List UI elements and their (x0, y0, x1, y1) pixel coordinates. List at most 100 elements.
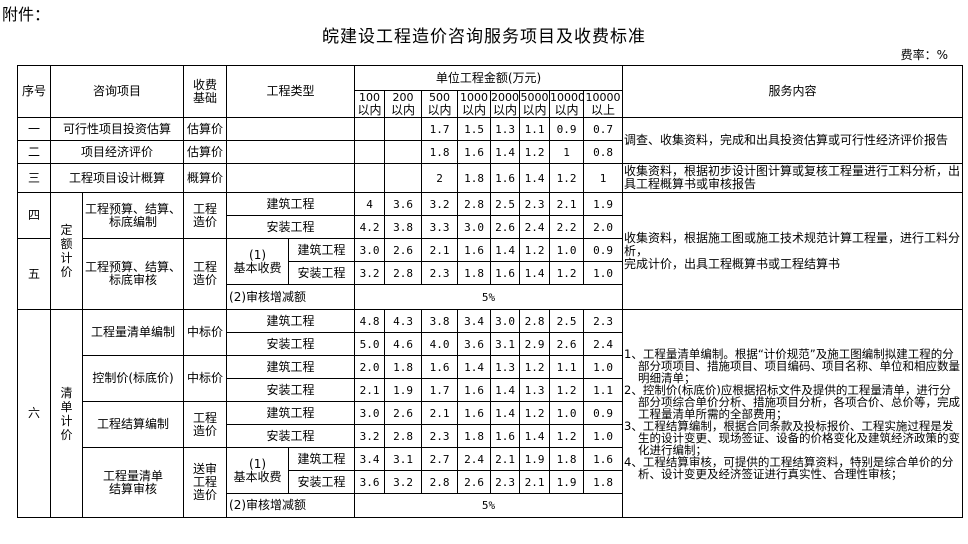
rate-cell: 1.8 (457, 261, 492, 285)
type-cell (226, 117, 356, 141)
type-cell: 安装工程 (288, 261, 356, 285)
rate-cell: 3.4 (457, 309, 492, 333)
rate-cell: 4.2 (354, 215, 386, 239)
basis-text: 工程造价 (193, 201, 218, 229)
rate-cell: 2.0 (354, 355, 386, 379)
rate-unit: 费率：% (900, 48, 948, 62)
type-cell: 建筑工程 (226, 401, 356, 425)
fee-standard-table: 序号 咨询项目 收费基础 工程类型 单位工程金额(万元) 服务内容 100 以内 2… (17, 65, 964, 518)
range-header-cell: 10000 以内 (549, 90, 585, 118)
range-top: 5000 (520, 91, 549, 104)
rate-cell: 0.9 (583, 401, 624, 425)
rate-cell: 1.6 (490, 261, 521, 285)
item-cell: 可行性项目投资估算 (49, 117, 185, 141)
basis-text: 工程造价 (193, 410, 218, 438)
range-header-cell: 1000 以内 (457, 90, 492, 118)
rate-cell: 1.8 (457, 163, 492, 193)
range-header-cell: 100 以内 (354, 90, 386, 118)
page-title: 皖建设工程造价咨询服务项目及收费标准 (322, 27, 646, 47)
rate-cell: 1 (549, 140, 585, 164)
header-row: 序号 咨询项目 收费基础 工程类型 单位工程金额(万元) 服务内容 (17, 65, 964, 118)
rate-cell: 3.1 (490, 332, 521, 356)
seq-cell: 四 (17, 192, 51, 239)
rate-cell: 1.7 (421, 378, 459, 402)
rate-cell (384, 163, 423, 193)
rate-cell: 4.6 (384, 332, 423, 356)
rate-cell: 2.4 (583, 332, 624, 356)
rate-cell: 1.6 (457, 401, 492, 425)
attachment-label: 附件： (2, 5, 51, 24)
range-bottom: 以内 (427, 103, 452, 117)
rate-cell: 2.8 (421, 470, 459, 494)
item-text: 工程预算、结算、标底编制 (85, 201, 182, 229)
type-cell: 安装工程 (226, 424, 356, 448)
rate-cell: 2.3 (583, 309, 624, 333)
rate-cell: 1.6 (490, 424, 521, 448)
range-bottom: 以上 (591, 103, 616, 117)
rate-cell: 1.0 (583, 355, 624, 379)
item-text: 工程量清单结算审核 (102, 468, 163, 496)
rate-cell: 1.6 (457, 378, 492, 402)
rate-cell: 1.6 (457, 238, 492, 262)
rate-cell: 2.6 (384, 238, 423, 262)
rate-cell: 2.3 (519, 192, 551, 216)
rate-cell: 2.3 (490, 470, 521, 494)
type-cell: 安装工程 (226, 215, 356, 239)
rate-cell: 1.2 (549, 261, 585, 285)
rate-cell: 1.9 (583, 192, 624, 216)
table-row: 四 定额计价 工程预算、结算、标底编制 工程造价 建筑工程 4 3.6 3.2 2.8… (17, 192, 964, 310)
rate-cell (354, 117, 386, 141)
rate-cell: 1.0 (549, 238, 585, 262)
type-cell (226, 140, 356, 164)
seq-cell: 六 (17, 309, 51, 518)
item-cell: 工程预算、结算、标底审核 (81, 238, 185, 310)
item-cell: 工程结算编制 (81, 401, 185, 448)
review-adjust-label: (2)审核增减额 (226, 493, 356, 518)
basic-fee-num: (1) (249, 456, 267, 471)
rate-cell: 3.2 (354, 424, 386, 448)
header-type: 工程类型 (226, 65, 356, 118)
service-line: 收集资料，根据施工图或施工技术规范计算工程量，进行工料分析， (624, 230, 961, 258)
rate-cell: 3.2 (354, 261, 386, 285)
rate-cell: 1.0 (583, 261, 624, 285)
table-row: (2)审核增减额 5% (18, 493, 963, 518)
table-row: 五 工程预算、结算、标底审核 工程造价 (1) 基本收费 建筑工程 3.0 2.6 2… (17, 238, 963, 310)
rate-cell: 2.0 (583, 215, 624, 239)
type-cell: 安装工程 (226, 378, 356, 402)
service-item: 4、工程结算审核，可提供的工程结算资料，特别是综合单价的分析、设计变更及经济签证… (624, 454, 954, 481)
rate-cell: 1.2 (519, 140, 551, 164)
rate-cell: 1.2 (549, 378, 585, 402)
table-row: 一 可行性项目投资估算 估算价 1.7 1.5 1.3 1.1 0.9 0.7 调查、收集资… (17, 117, 964, 164)
item-cell: 工程量清单编制 (81, 309, 185, 356)
basis-text: 工程造价 (193, 260, 218, 287)
item-cell: 控制价(标底价) (81, 355, 185, 402)
rate-cell: 1.0 (549, 401, 585, 425)
service-item: 1、工程量清单编制。根据“计价规范”及施工图编制拟建工程的分部分项项目、措施项目… (624, 346, 961, 385)
rate-cell: 2.4 (457, 447, 492, 471)
service-line: 完成计价，出具工程概算书或工程结算书 (624, 256, 841, 271)
rate-cell: 3.2 (421, 192, 459, 216)
rate-cell: 1.0 (583, 424, 624, 448)
rate-cell: 1.3 (519, 378, 551, 402)
category-cell: 定额计价 (50, 192, 83, 310)
rate-cell: 2.6 (457, 470, 492, 494)
basis-cell: 中标价 (183, 355, 228, 402)
header-service: 服务内容 (622, 65, 964, 118)
type-cell: 建筑工程 (288, 238, 356, 262)
range-bottom: 以内 (462, 103, 487, 117)
rate-cell: 3.1 (384, 447, 423, 471)
rate-cell: 2.1 (421, 238, 459, 262)
rate-cell (354, 140, 386, 164)
service-cell: 收集资料，根据施工图或施工技术规范计算工程量，进行工料分析， 完成计价，出具工程… (622, 192, 964, 310)
rate-cell: 2.6 (490, 215, 521, 239)
rate-cell: 1.2 (549, 424, 585, 448)
review-adjust-rate: 5% (354, 284, 624, 310)
rate-cell: 2.5 (490, 192, 521, 216)
category-cell: 清单计价 (50, 309, 83, 518)
rate-cell: 2.8 (384, 424, 423, 448)
range-top: 200 (392, 91, 414, 104)
range-top: 1000 (460, 91, 489, 104)
seq-cell: 一 (17, 117, 51, 141)
item-cell: 工程量清单结算审核 (81, 447, 185, 518)
rate-cell: 1.2 (519, 238, 551, 262)
